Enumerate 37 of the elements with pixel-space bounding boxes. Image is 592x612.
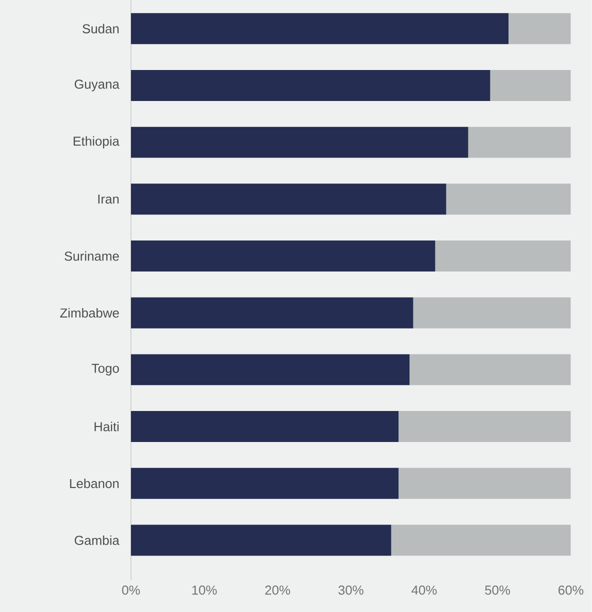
bar xyxy=(131,354,410,386)
x-tick-label: 60% xyxy=(558,586,584,595)
bar xyxy=(391,524,571,556)
y-tick-label: Haiti xyxy=(94,422,119,432)
bar xyxy=(398,468,571,499)
bar xyxy=(468,126,571,158)
bar xyxy=(131,70,490,101)
bar xyxy=(508,13,571,44)
bar xyxy=(446,184,571,215)
bar xyxy=(131,184,446,215)
y-tick-label: Ethiopia xyxy=(74,136,120,148)
bar xyxy=(131,524,392,556)
x-tick-label: 50% xyxy=(485,586,510,595)
y-tick-label: Guyana xyxy=(74,80,120,92)
y-tick-label: Suriname xyxy=(64,251,119,261)
y-tick-label: Sudan xyxy=(82,24,119,34)
bar xyxy=(490,70,571,101)
y-tick-label: Togo xyxy=(92,364,119,376)
y-tick-label: Iran xyxy=(98,194,119,204)
y-tick-label: Gambia xyxy=(74,535,120,545)
bar xyxy=(398,411,571,442)
y-tick-label: Lebanon xyxy=(70,478,119,488)
x-tick-label: 0% xyxy=(122,586,140,595)
x-tick-label: 20% xyxy=(265,586,290,595)
bar xyxy=(410,354,571,386)
bar xyxy=(435,240,571,272)
bar xyxy=(131,297,414,328)
bar xyxy=(131,13,509,44)
x-tick-label: 10% xyxy=(192,586,217,595)
bar xyxy=(131,240,436,272)
x-tick-label: 30% xyxy=(338,586,364,595)
x-tick-label: 40% xyxy=(412,586,437,595)
bar xyxy=(413,297,571,328)
bar xyxy=(131,126,468,158)
y-tick-label: Zimbabwe xyxy=(60,308,119,318)
bar xyxy=(131,468,399,499)
bar xyxy=(131,411,399,442)
